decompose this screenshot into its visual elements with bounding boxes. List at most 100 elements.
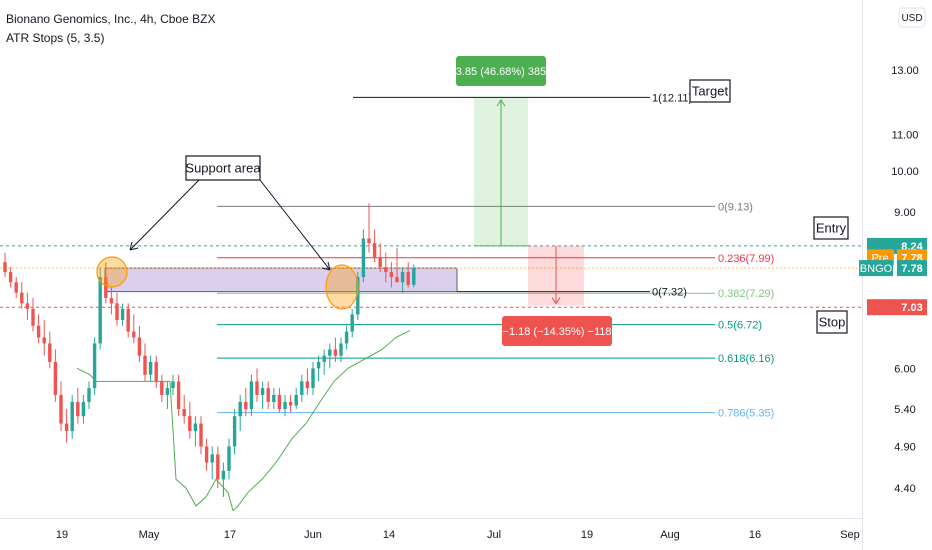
- candle-body: [311, 368, 315, 389]
- fib-level-label: 0.786(5.35): [718, 408, 774, 420]
- candle-body: [143, 355, 147, 375]
- symbol-title: Bionano Genomics, Inc., 4h, Cboe BZX: [6, 12, 216, 26]
- fib-level-label: 0.618(6.16): [718, 353, 774, 365]
- candle-body: [412, 268, 416, 285]
- support-arrow-right-head: [321, 261, 331, 271]
- candle-body: [305, 381, 310, 389]
- stop-annotation-box: [816, 310, 848, 334]
- target-annotation-label: Target: [692, 84, 729, 99]
- candle-body: [59, 394, 63, 424]
- symbol-badge-label: BNGO: [860, 263, 893, 275]
- candle-body: [400, 272, 405, 283]
- candle-body: [92, 343, 97, 389]
- price-tick-label: 9.00: [894, 207, 915, 219]
- support-annotation-box: [185, 155, 261, 181]
- candle-body: [70, 401, 74, 432]
- candle-body: [316, 361, 321, 369]
- candle-body: [350, 314, 354, 332]
- candle-body: [249, 381, 254, 409]
- last-price-value: 7.78: [901, 263, 922, 275]
- support-annotation-label: Support area: [185, 161, 261, 176]
- candle-body: [14, 282, 18, 293]
- candle-body: [199, 423, 203, 447]
- candle-body: [171, 381, 175, 389]
- candle-body: [20, 292, 24, 304]
- time-tick-label: Aug: [660, 529, 680, 541]
- candle-body: [294, 394, 298, 406]
- candle-body: [3, 262, 7, 273]
- target-annotation-box: [689, 79, 731, 103]
- time-tick-label: Jul: [487, 529, 501, 541]
- candle-body: [76, 401, 80, 417]
- candle-body: [182, 408, 186, 417]
- time-tick-label: 19: [581, 529, 593, 541]
- entry-annotation-box: [813, 216, 849, 240]
- candle-body: [81, 401, 86, 417]
- loss-arrow-head: [551, 297, 561, 305]
- candle-body: [367, 238, 371, 244]
- candle-body: [48, 343, 52, 362]
- candle-body: [87, 388, 91, 402]
- candle-body: [395, 277, 399, 283]
- candle-body: [288, 401, 293, 406]
- candle-body: [356, 277, 360, 315]
- candle-body: [255, 381, 259, 395]
- candle-body: [238, 401, 242, 417]
- fib-level-label: 0.382(7.29): [718, 288, 774, 300]
- candle-body: [204, 446, 209, 463]
- candle-body: [176, 381, 181, 409]
- stop-price-badge: [867, 299, 927, 316]
- projection-label-1: 1(12.11): [652, 92, 692, 104]
- time-tick-label: 16: [749, 529, 761, 541]
- entry-annotation-label: Entry: [816, 221, 847, 236]
- currency-label: USD: [901, 13, 922, 24]
- candle-body: [361, 238, 366, 278]
- candle-body: [98, 277, 102, 344]
- candle-body: [244, 401, 248, 409]
- time-tick-label: 17: [224, 529, 236, 541]
- candle-body: [333, 349, 338, 356]
- candle-body: [120, 308, 125, 321]
- symbol-badge-tag: [859, 260, 893, 277]
- candle-body: [188, 416, 192, 432]
- candle-body: [227, 446, 231, 471]
- fib-level-label: 0(9.13): [718, 201, 753, 213]
- candle-body: [210, 454, 214, 463]
- candle-body: [154, 361, 158, 382]
- profit-label-box: [456, 56, 546, 86]
- candle-body: [283, 401, 287, 409]
- candle-body: [36, 325, 41, 338]
- candle-body: [372, 243, 377, 258]
- candle-body: [160, 381, 164, 395]
- candle-body: [389, 272, 394, 278]
- candle-body: [221, 470, 226, 480]
- candle-body: [339, 343, 343, 356]
- price-tick-label: 4.90: [894, 441, 915, 453]
- stop-price-value: 7.03: [901, 302, 922, 314]
- support-circle-right: [325, 264, 359, 310]
- candle-body: [232, 416, 237, 447]
- candle-body: [104, 277, 108, 298]
- candle-body: [277, 394, 282, 409]
- candle-body: [165, 388, 170, 395]
- time-tick-label: 14: [383, 529, 395, 541]
- candle-body: [406, 272, 410, 285]
- candle-body: [8, 272, 13, 283]
- currency-button: [898, 7, 926, 28]
- time-tick-label: Sep: [840, 529, 860, 541]
- price-tick-label: 13.00: [891, 65, 919, 77]
- candle-body: [137, 337, 142, 356]
- candle-body: [115, 303, 119, 321]
- candle-body: [42, 337, 46, 344]
- candle-body: [64, 423, 69, 432]
- atr-stops-line: [76, 329, 411, 512]
- indicator-legend: ATR Stops (5, 3.5): [6, 31, 105, 45]
- fib-level-label: 0.5(6.72): [718, 320, 762, 332]
- profit-label: 3.85 (46.68%) 385: [456, 66, 547, 78]
- candle-body: [193, 423, 198, 432]
- fib-level-label: 0.236(7.99): [718, 253, 774, 265]
- candle-body: [300, 381, 304, 395]
- candle-body: [322, 355, 326, 362]
- price-tick-label: 6.00: [894, 363, 915, 375]
